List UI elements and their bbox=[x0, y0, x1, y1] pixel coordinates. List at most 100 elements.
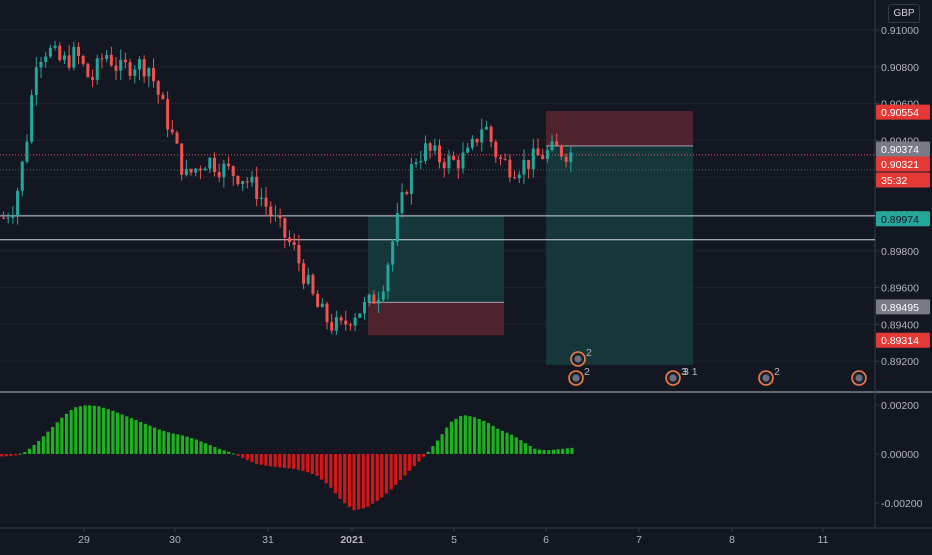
histogram-bar bbox=[32, 444, 36, 454]
event-marker[interactable] bbox=[851, 370, 867, 386]
histogram-bar bbox=[417, 454, 421, 462]
candle-body bbox=[203, 168, 207, 171]
candle-body bbox=[442, 162, 446, 169]
time-tick-label[interactable]: 29 bbox=[78, 534, 90, 546]
histogram-bar bbox=[213, 447, 217, 454]
histogram-bar bbox=[537, 449, 542, 454]
histogram-bar bbox=[556, 449, 560, 454]
candle-body bbox=[348, 324, 352, 326]
price-tick-label[interactable]: 0.91000 bbox=[881, 25, 919, 37]
candle-body bbox=[147, 68, 151, 77]
price-tick-label[interactable]: 0.90800 bbox=[881, 62, 919, 74]
candle-body bbox=[414, 162, 418, 165]
histogram-bar bbox=[231, 453, 236, 455]
take-profit-zone[interactable] bbox=[546, 145, 693, 365]
event-count: 2 bbox=[774, 366, 780, 378]
histogram-bar bbox=[426, 451, 430, 454]
candle-body bbox=[62, 55, 66, 61]
candle-body bbox=[536, 148, 540, 156]
entry-level-label[interactable]: 0.90374 bbox=[876, 141, 930, 157]
histogram-bar bbox=[343, 454, 347, 504]
histogram-bar bbox=[18, 453, 22, 455]
histogram-bar bbox=[352, 454, 356, 511]
candle-body bbox=[545, 150, 549, 159]
event-marker[interactable]: 2 bbox=[568, 366, 590, 386]
time-tick-label[interactable]: 5 bbox=[451, 534, 457, 546]
oscillator-tick-label[interactable]: -0.00200 bbox=[881, 498, 923, 510]
histogram-bar bbox=[236, 454, 240, 456]
candle-body bbox=[438, 145, 442, 163]
time-tick-label[interactable]: 7 bbox=[636, 534, 642, 546]
time-tick-label[interactable]: 6 bbox=[543, 534, 549, 546]
price-tick-label[interactable]: 0.89600 bbox=[881, 283, 919, 295]
event-marker[interactable]: 2 bbox=[758, 366, 780, 386]
histogram-bar bbox=[120, 414, 124, 454]
stop-loss-zone[interactable] bbox=[546, 110, 693, 146]
candle-body bbox=[231, 166, 235, 176]
candle-body bbox=[133, 69, 137, 76]
histogram-bar bbox=[46, 431, 50, 454]
event-icon-core bbox=[669, 374, 677, 382]
low-stop-label[interactable]: 0.89314 bbox=[876, 332, 930, 348]
take-profit-zone[interactable] bbox=[368, 215, 504, 303]
candle-body bbox=[2, 217, 5, 219]
histogram-bar bbox=[217, 448, 222, 454]
time-tick-label[interactable]: 11 bbox=[818, 534, 829, 546]
time-tick-label[interactable]: 8 bbox=[729, 534, 735, 546]
last-price-label[interactable]: 0.90321 bbox=[876, 156, 930, 172]
time-axis[interactable]: 29 30 31 2021 5 6 7 8 11 bbox=[78, 528, 829, 546]
candle-body bbox=[330, 322, 334, 331]
stop-level-label[interactable]: 0.90554 bbox=[876, 104, 930, 120]
trade-zones[interactable] bbox=[368, 110, 693, 365]
event-markers[interactable]: 2 2 3 2 3 1 bbox=[568, 347, 867, 386]
candle-body bbox=[189, 169, 193, 173]
candle-body bbox=[30, 95, 34, 142]
price-tick-label[interactable]: 0.89800 bbox=[881, 246, 919, 258]
countdown-label-bg bbox=[876, 172, 930, 188]
oscillator-tick-label[interactable]: 0.00200 bbox=[881, 400, 919, 412]
countdown-label[interactable]: 35:32 bbox=[876, 172, 930, 188]
event-marker[interactable]: 3 bbox=[665, 366, 687, 386]
event-count: 2 bbox=[586, 347, 592, 359]
price-tick-label[interactable]: 0.89200 bbox=[881, 356, 919, 368]
level-line-label-bg bbox=[876, 211, 930, 227]
low-stop-label-bg bbox=[876, 332, 930, 348]
candle-body bbox=[198, 168, 202, 171]
event-marker[interactable]: 2 bbox=[570, 347, 592, 367]
candle-body bbox=[72, 46, 76, 68]
currency-badge[interactable]: GBP bbox=[888, 4, 920, 23]
last-price-label-text: 0.90321 bbox=[881, 159, 919, 171]
stop-loss-zone[interactable] bbox=[368, 302, 504, 336]
candle-body bbox=[114, 65, 118, 71]
candle-body bbox=[105, 54, 109, 59]
candle-body bbox=[20, 161, 24, 191]
candle-body bbox=[480, 129, 484, 143]
level-line-label[interactable]: 0.89974 bbox=[876, 211, 930, 227]
candle-body bbox=[53, 45, 57, 48]
histogram-bar bbox=[380, 454, 384, 498]
candle-body bbox=[34, 67, 38, 96]
candle-body bbox=[334, 317, 338, 331]
oscillator-tick-label[interactable]: 0.00000 bbox=[881, 449, 919, 461]
histogram-bar bbox=[115, 412, 120, 454]
time-tick-label[interactable]: 30 bbox=[169, 534, 181, 546]
histogram-bar bbox=[292, 454, 296, 469]
low-marker-label[interactable]: 0.89495 bbox=[876, 299, 930, 315]
price-tick-label[interactable]: 0.89400 bbox=[881, 319, 919, 331]
time-tick-label[interactable]: 2021 bbox=[340, 534, 364, 546]
candle-body bbox=[273, 215, 277, 217]
candle-body bbox=[166, 99, 170, 130]
price-axis[interactable]: 0.910000.908000.906000.904000.902000.900… bbox=[875, 25, 930, 510]
candle-body bbox=[180, 143, 184, 175]
candle-body bbox=[325, 303, 329, 323]
candle-body bbox=[81, 55, 85, 64]
candle-body bbox=[16, 190, 20, 216]
time-tick-label[interactable]: 31 bbox=[262, 534, 274, 546]
histogram-bar bbox=[245, 454, 249, 461]
histogram-bar bbox=[454, 418, 458, 454]
candle-body bbox=[241, 181, 245, 185]
candle-body bbox=[25, 141, 29, 162]
horizontal-levels[interactable] bbox=[0, 154, 875, 241]
